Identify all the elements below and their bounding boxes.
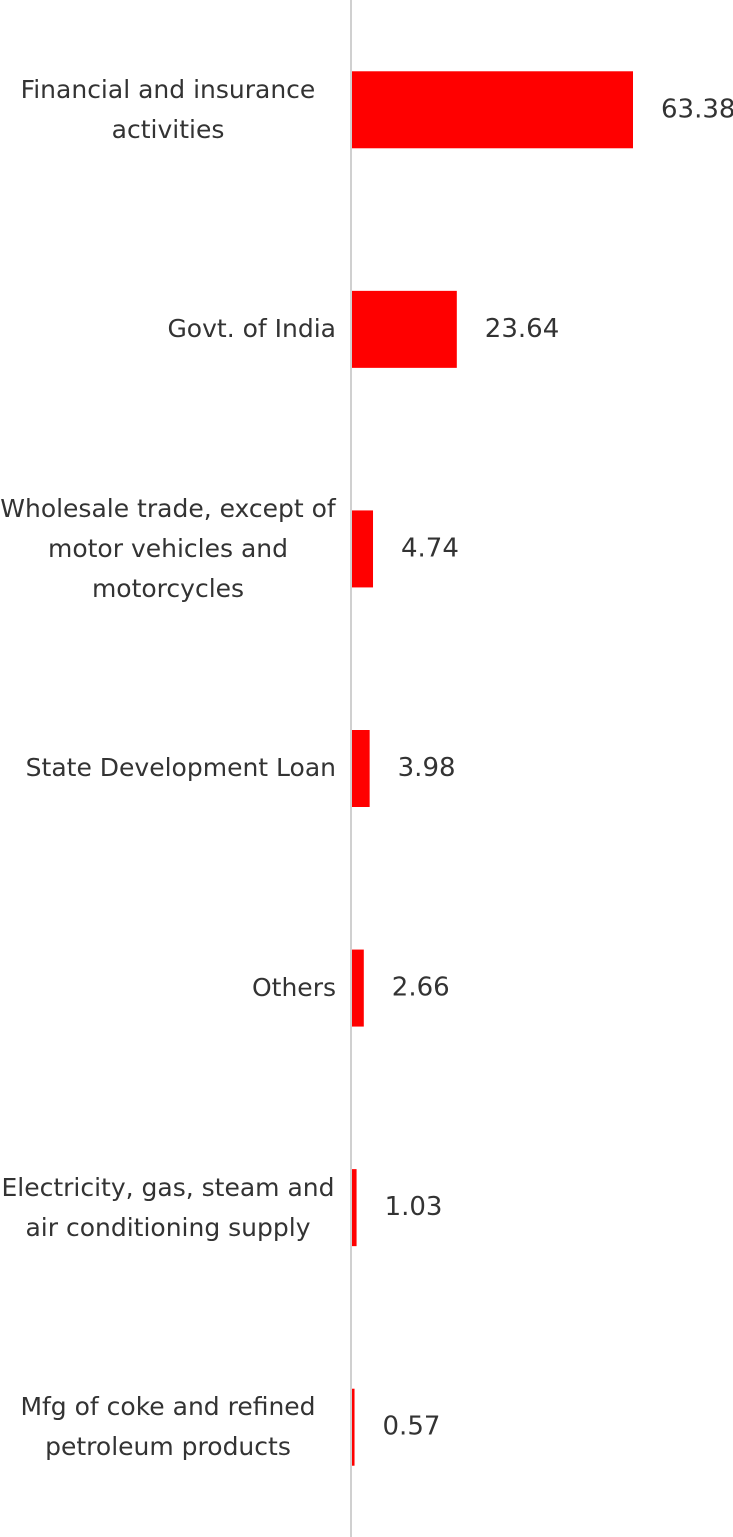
category-label: Mfg of coke and refined petroleum produc…: [20, 1392, 316, 1462]
category-label: Others: [251, 973, 336, 1003]
bar: [352, 510, 374, 588]
value-label: 63.38: [661, 94, 733, 124]
category-label: Wholesale trade, except of motor vehicle…: [0, 493, 336, 603]
category-label-box: Mfg of coke and refined petroleum produc…: [0, 1317, 336, 1537]
category-label: Electricity, gas, steam and air conditio…: [1, 1172, 335, 1242]
value-label: 2.66: [392, 973, 450, 1003]
bar: [352, 71, 633, 149]
bar: [352, 730, 370, 807]
category-label: Govt. of India: [167, 314, 336, 344]
category-label-box: State Development Loan: [0, 659, 336, 879]
value-label: 4.74: [401, 533, 459, 563]
category-label-box: Electricity, gas, steam and air conditio…: [0, 1098, 336, 1318]
category-label-box: Financial and insurance activities: [0, 0, 336, 220]
category-label: Financial and insurance activities: [20, 74, 316, 144]
bar: [352, 290, 457, 368]
value-label: 23.64: [485, 314, 559, 344]
bar: [352, 949, 364, 1027]
category-label-box: Govt. of India: [0, 220, 336, 440]
category-label-box: Wholesale trade, except of motor vehicle…: [0, 439, 336, 659]
value-label: 0.57: [383, 1412, 441, 1442]
value-label: 1.03: [385, 1192, 443, 1222]
category-label: State Development Loan: [25, 753, 336, 783]
category-label-box: Others: [0, 878, 336, 1098]
bar: [352, 1388, 355, 1466]
value-label: 3.98: [398, 753, 456, 783]
bar: [352, 1169, 357, 1247]
